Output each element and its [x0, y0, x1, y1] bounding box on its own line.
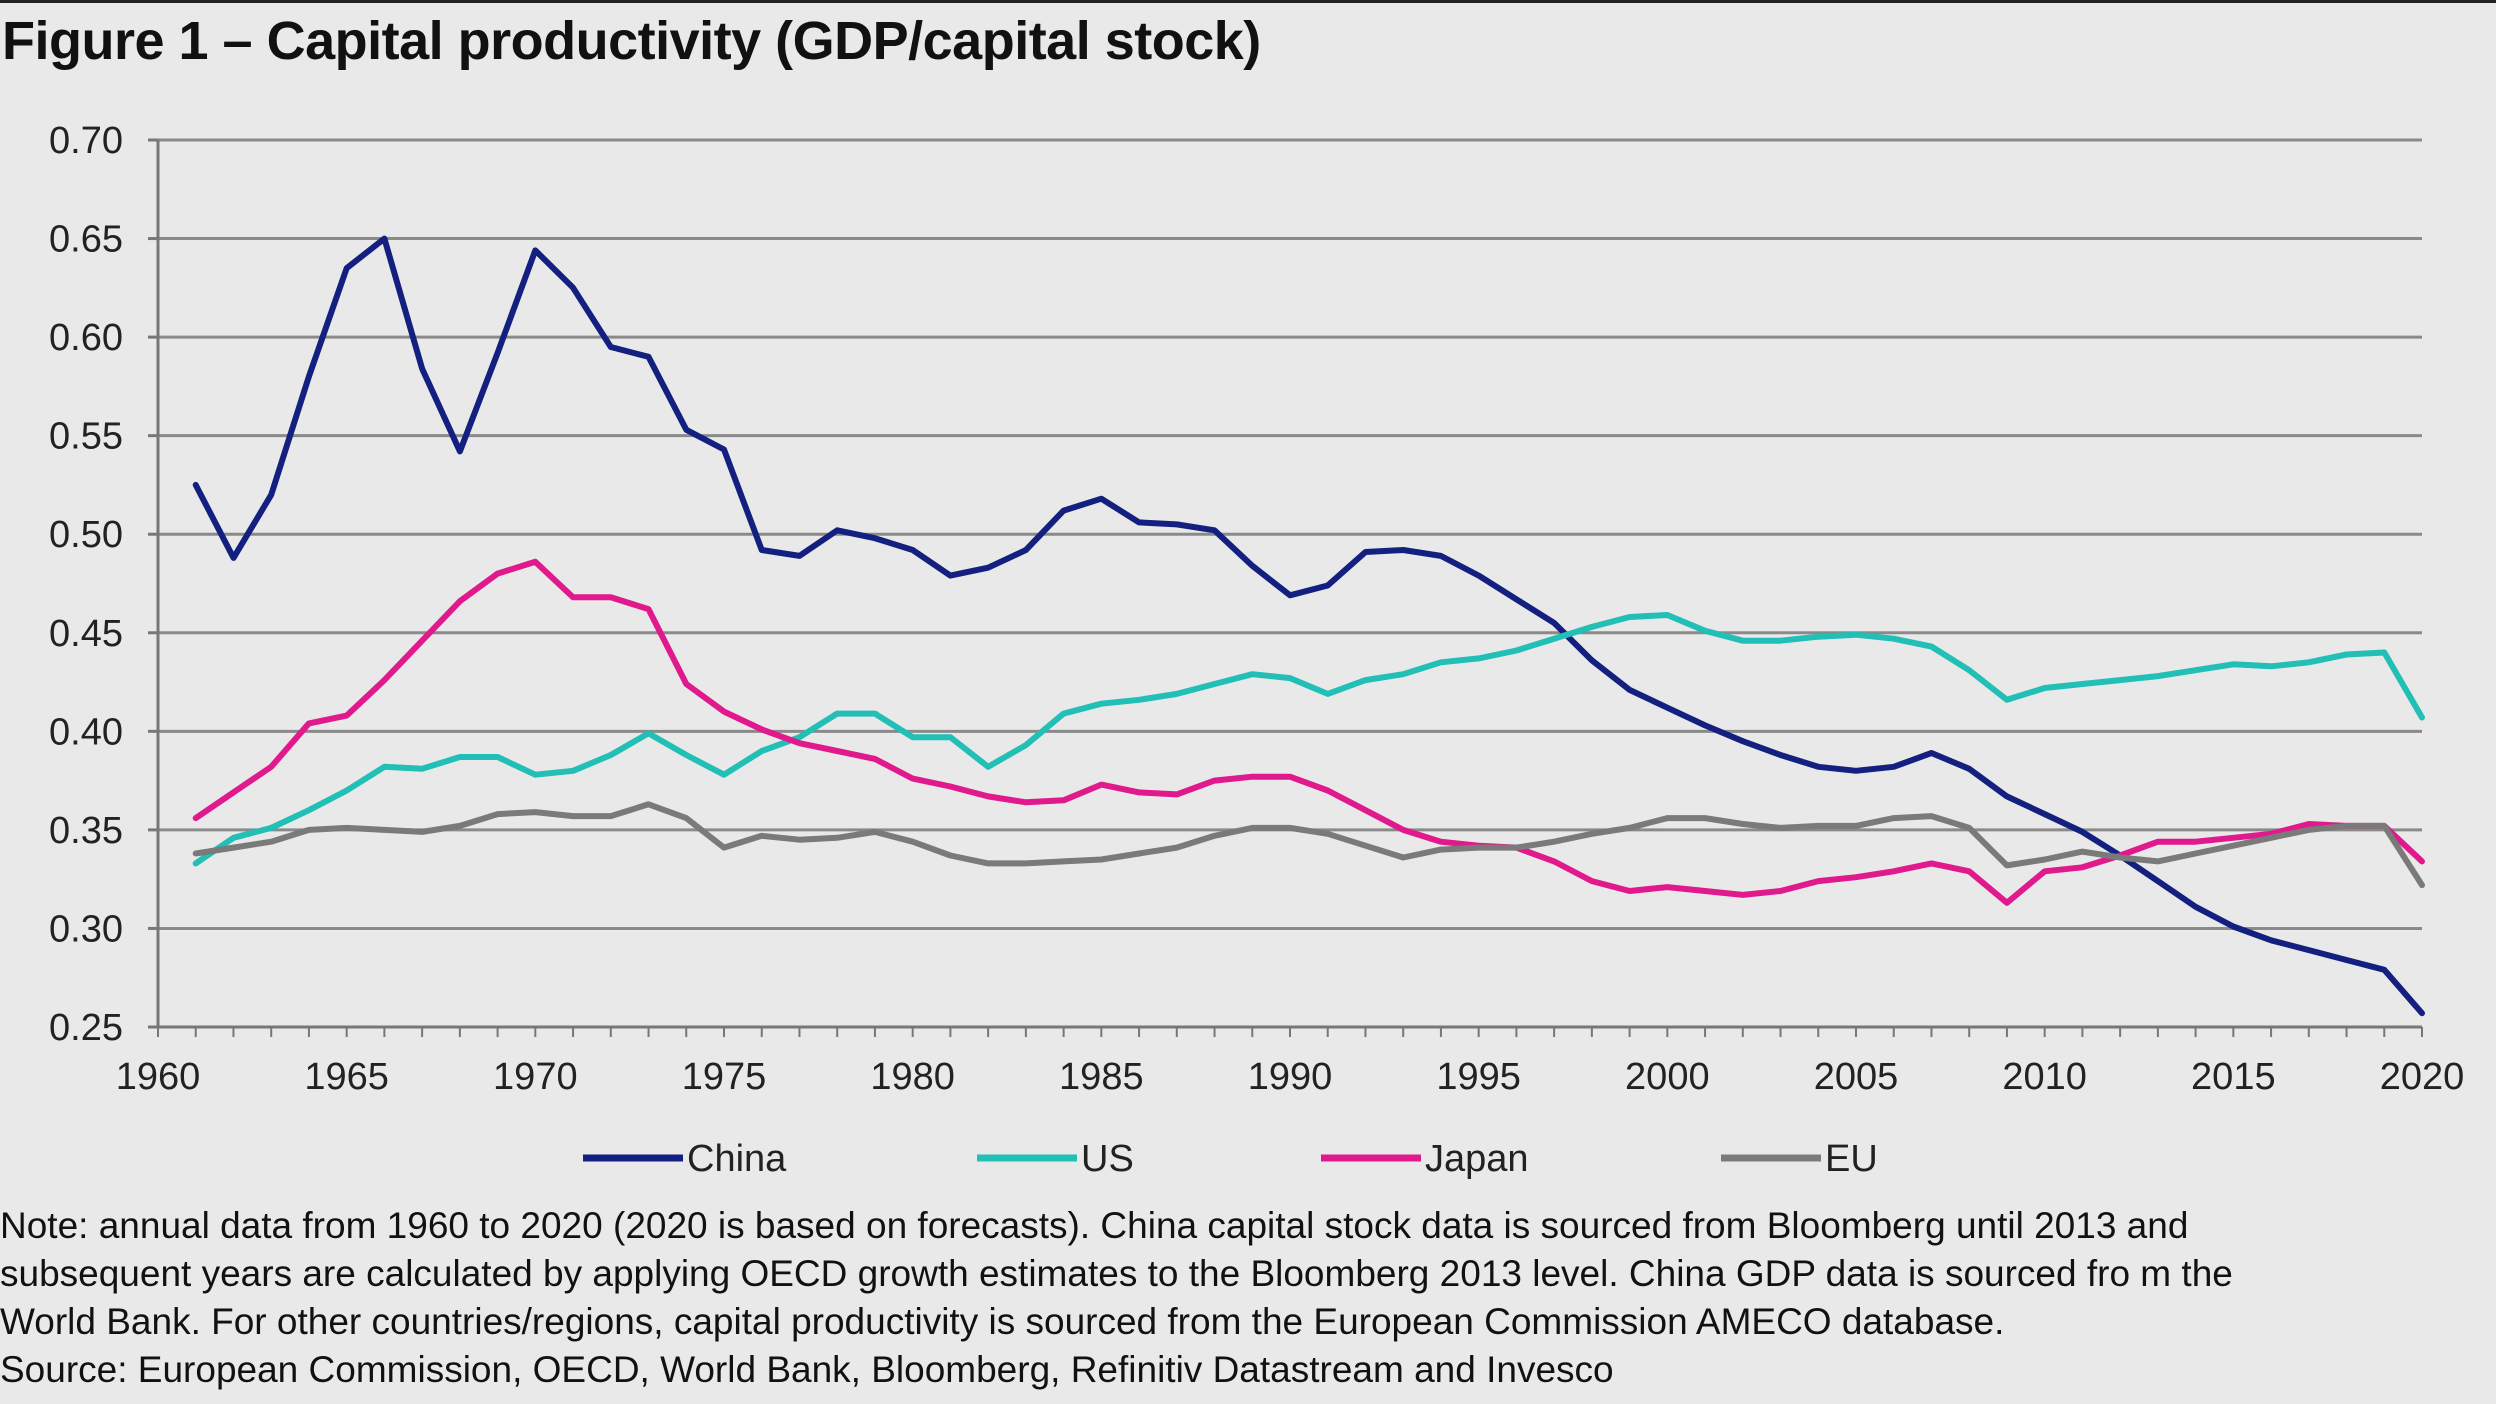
series-line-us — [192, 612, 2425, 867]
legend-label-eu: EU — [1825, 1138, 1878, 1180]
x-tick-label: 2000 — [1625, 1056, 1710, 1098]
y-tick-label: 0.45 — [49, 613, 123, 655]
y-tick-label: 0.60 — [49, 317, 123, 359]
legend-label-japan: Japan — [1425, 1138, 1529, 1180]
y-tick-label: 0.40 — [49, 711, 123, 753]
gridlines — [158, 138, 2422, 930]
x-tick-label: 1965 — [304, 1056, 389, 1098]
y-tick-label: 0.70 — [49, 120, 123, 162]
source-line: Source: European Commission, OECD, World… — [0, 1349, 1614, 1390]
x-tick-label: 1970 — [493, 1056, 578, 1098]
x-tick-label: 2020 — [2380, 1056, 2465, 1098]
y-tick-label: 0.30 — [49, 908, 123, 950]
x-tick-label: 1980 — [870, 1056, 955, 1098]
note-line-2: subsequent years are calculated by apply… — [0, 1253, 2233, 1294]
note-line-3: World Bank. For other countries/regions,… — [0, 1301, 2005, 1342]
figure-title: Figure 1 – Capital productivity (GDP/cap… — [2, 11, 1261, 71]
series-line-eu — [192, 801, 2425, 889]
series-line-japan — [192, 558, 2425, 906]
legend: China US Japan EU — [583, 1138, 1878, 1180]
x-tick-label: 1995 — [1436, 1056, 1521, 1098]
axes — [148, 138, 2423, 1037]
x-tick-label: 2005 — [1814, 1056, 1899, 1098]
x-tick-label: 1985 — [1059, 1056, 1144, 1098]
y-tick-label: 0.35 — [49, 810, 123, 852]
y-tick-label: 0.50 — [49, 514, 123, 556]
x-tick-label: 2010 — [2002, 1056, 2087, 1098]
series-lines — [192, 235, 2425, 1017]
legend-label-us: US — [1081, 1138, 1134, 1180]
figure-notes: Note: annual data from 1960 to 2020 (202… — [0, 1202, 2480, 1394]
legend-label-china: China — [687, 1138, 787, 1180]
x-tick-label: 1990 — [1248, 1056, 1333, 1098]
note-line-1: Note: annual data from 1960 to 2020 (202… — [0, 1205, 2189, 1246]
y-tick-label: 0.55 — [49, 416, 123, 458]
y-tick-label: 0.65 — [49, 219, 123, 261]
series-line-china — [192, 235, 2425, 1017]
x-axis-tick-labels: 1960 1965 1970 1975 1980 1985 1990 1995 2000 2005… — [116, 1056, 2465, 1098]
y-axis-tick-labels: 0.25 0.30 0.35 0.40 0.45 0.50 0.55 0.60 0.65 0.70 — [49, 120, 123, 1049]
top-rule — [0, 0, 2496, 3]
x-tick-label: 1975 — [682, 1056, 767, 1098]
y-tick-label: 0.25 — [49, 1007, 123, 1049]
x-tick-label: 1960 — [116, 1056, 201, 1098]
x-tick-label: 2015 — [2191, 1056, 2276, 1098]
